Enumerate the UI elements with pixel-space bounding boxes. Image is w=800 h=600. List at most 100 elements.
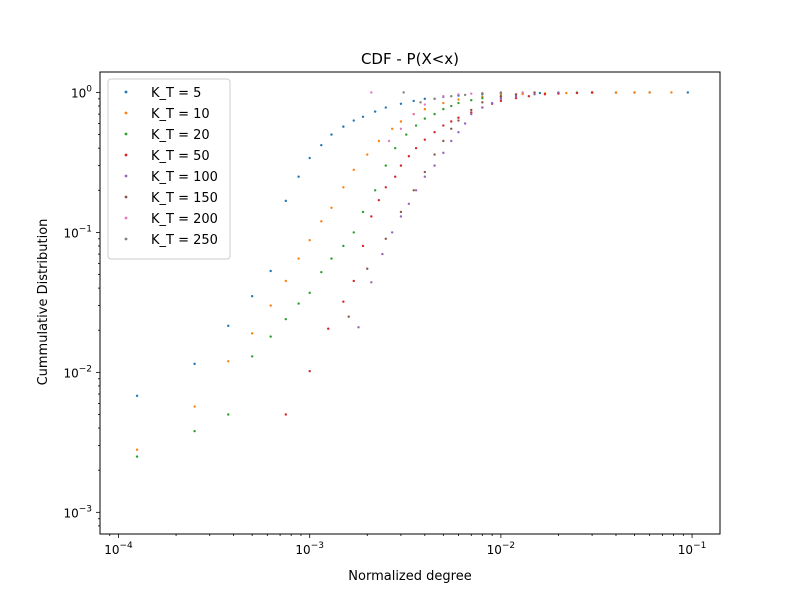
legend-marker: [124, 153, 128, 157]
data-point: [320, 143, 323, 147]
data-point: [297, 257, 300, 260]
legend-label: K_T = 50: [151, 149, 210, 164]
legend-label: K_T = 250: [151, 233, 218, 248]
data-point: [399, 127, 403, 130]
data-point: [450, 95, 453, 98]
data-point: [387, 139, 391, 143]
data-point: [227, 413, 230, 416]
data-point: [308, 291, 311, 295]
series-5: [357, 91, 560, 329]
data-point: [470, 111, 473, 114]
data-point: [370, 281, 373, 284]
legend-marker: [124, 195, 128, 199]
data-point: [269, 304, 272, 307]
data-point: [533, 93, 536, 96]
legend-marker: [124, 111, 128, 115]
data-point: [193, 429, 196, 433]
data-point: [402, 91, 405, 94]
data-point: [470, 92, 473, 95]
data-point: [499, 97, 503, 101]
x-axis-label: Normalized degree: [348, 569, 471, 584]
data-point: [450, 104, 453, 108]
data-point: [423, 170, 427, 174]
data-point: [352, 279, 355, 283]
legend-label: K_T = 100: [151, 170, 218, 185]
data-point: [352, 168, 355, 172]
data-point: [330, 257, 333, 260]
data-point: [457, 119, 460, 122]
data-point: [227, 360, 230, 363]
data-point: [499, 95, 503, 99]
data-point: [457, 116, 460, 119]
legend-marker: [124, 132, 128, 136]
data-point: [399, 164, 403, 167]
data-point: [414, 146, 418, 150]
data-point: [342, 125, 345, 128]
data-point: [399, 120, 403, 123]
series-8: [402, 91, 503, 104]
series-2: [135, 91, 673, 451]
data-point: [614, 91, 618, 94]
data-point: [227, 324, 230, 328]
legend-marker: [124, 174, 128, 178]
data-point: [575, 91, 579, 95]
data-point: [470, 112, 473, 116]
plot-frame: [99, 71, 721, 535]
data-point: [327, 327, 330, 330]
data-point: [407, 202, 411, 206]
data-point: [470, 108, 473, 112]
data-point: [357, 326, 360, 329]
data-point: [297, 175, 300, 178]
legend-marker: [124, 216, 128, 220]
data-point: [320, 270, 323, 274]
data-point: [390, 231, 394, 234]
data-point: [399, 102, 403, 105]
data-point: [370, 215, 373, 218]
data-point: [481, 96, 484, 100]
data-point: [308, 369, 311, 373]
data-point: [481, 101, 484, 104]
data-point: [135, 394, 139, 398]
data-point: [366, 267, 369, 270]
data-point: [423, 103, 427, 106]
data-point: [135, 448, 139, 451]
data-point: [361, 244, 365, 248]
data-point: [135, 455, 139, 458]
data-point: [377, 139, 381, 143]
data-point: [297, 302, 300, 305]
legend-box: [107, 78, 231, 260]
data-point: [412, 99, 415, 103]
data-point: [423, 97, 427, 101]
data-point: [384, 106, 387, 109]
data-point: [433, 153, 436, 156]
data-point: [384, 237, 387, 241]
data-point: [686, 91, 690, 94]
data-point: [352, 231, 355, 234]
data-point: [419, 101, 422, 104]
plot-points: [135, 91, 690, 458]
data-point: [457, 130, 460, 134]
data-point: [370, 91, 373, 94]
data-point: [284, 199, 288, 203]
data-point: [499, 91, 503, 94]
legend: K_T = 5 K_T = 10 K_T = 20 K_T = 50 K_T = 100…: [107, 78, 231, 260]
data-point: [433, 112, 436, 116]
data-point: [384, 186, 387, 189]
data-point: [384, 164, 387, 167]
data-point: [433, 130, 436, 134]
data-point: [407, 155, 411, 158]
data-point: [499, 99, 503, 103]
data-point: [377, 198, 381, 202]
data-point: [450, 127, 453, 130]
data-point: [366, 153, 369, 156]
data-point: [543, 93, 547, 96]
data-point: [423, 117, 427, 120]
data-point: [308, 156, 311, 160]
data-point: [442, 151, 445, 155]
legend-label: K_T = 10: [151, 107, 210, 122]
data-point: [457, 98, 460, 101]
legend-label: K_T = 150: [151, 191, 218, 206]
data-point: [308, 238, 311, 242]
data-point: [284, 279, 288, 283]
